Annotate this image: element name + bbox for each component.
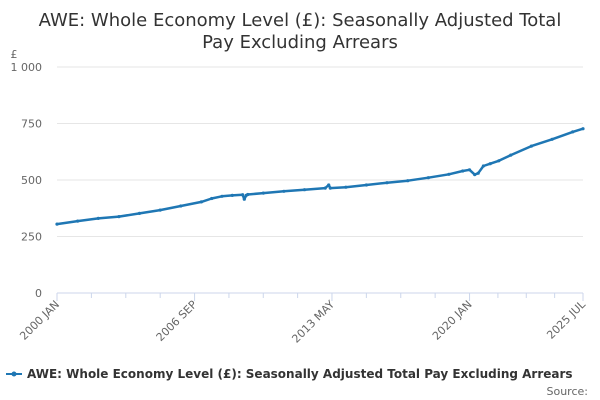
- data-point[interactable]: [76, 219, 80, 223]
- data-point[interactable]: [323, 186, 327, 190]
- data-point[interactable]: [158, 208, 162, 212]
- data-point[interactable]: [241, 193, 245, 197]
- x-tick-label: 2020 JAN: [430, 298, 475, 343]
- data-point[interactable]: [137, 211, 142, 215]
- data-point[interactable]: [230, 193, 234, 197]
- data-point[interactable]: [364, 183, 368, 187]
- x-tick-label: 2000 JAN: [17, 298, 62, 343]
- y-tick-label: 750: [21, 118, 42, 131]
- data-point[interactable]: [328, 186, 332, 190]
- x-tick-label: 2025 JUL: [544, 297, 588, 341]
- data-point[interactable]: [473, 173, 477, 177]
- data-point[interactable]: [220, 194, 224, 198]
- data-point[interactable]: [199, 200, 203, 204]
- data-point[interactable]: [242, 197, 246, 201]
- data-point[interactable]: [55, 222, 59, 226]
- source-label: Source:: [547, 385, 589, 398]
- data-point[interactable]: [246, 192, 250, 197]
- data-point[interactable]: [426, 176, 430, 180]
- y-axis-ticks: 0 250 500 750 1 000: [11, 61, 43, 300]
- y-axis-unit-label: £: [11, 48, 18, 61]
- data-point[interactable]: [385, 181, 389, 185]
- y-tick-label: 1 000: [11, 61, 43, 74]
- data-point[interactable]: [481, 164, 485, 168]
- data-point[interactable]: [571, 130, 575, 134]
- data-point[interactable]: [581, 127, 585, 131]
- x-tick-label: 2013 MAY: [289, 298, 337, 346]
- data-point[interactable]: [261, 191, 265, 195]
- series-line[interactable]: [55, 127, 585, 226]
- data-point[interactable]: [96, 216, 100, 220]
- data-point[interactable]: [529, 144, 534, 148]
- data-point[interactable]: [476, 171, 480, 175]
- legend[interactable]: AWE: Whole Economy Level (£): Seasonally…: [6, 367, 573, 381]
- chart-title-line-1: AWE: Whole Economy Level (£): Seasonally…: [39, 10, 562, 31]
- x-axis-minor-ticks: [90, 293, 556, 298]
- grid: [57, 66, 583, 237]
- data-point[interactable]: [282, 189, 286, 193]
- x-axis-ticks: 2000 JAN 2006 SEP 2013 MAY 2020 JAN 2025 JUL: [17, 293, 589, 346]
- data-point[interactable]: [327, 183, 331, 187]
- series-layer: [55, 127, 585, 226]
- data-point[interactable]: [550, 137, 554, 141]
- y-tick-label: 250: [21, 231, 42, 244]
- data-point[interactable]: [117, 215, 121, 219]
- data-point[interactable]: [497, 159, 501, 163]
- data-point[interactable]: [406, 179, 410, 183]
- chart-title-line-2: Pay Excluding Arrears: [202, 32, 398, 53]
- data-point[interactable]: [210, 196, 214, 201]
- data-point[interactable]: [488, 162, 492, 166]
- data-point[interactable]: [344, 185, 348, 189]
- data-point[interactable]: [461, 169, 465, 173]
- x-tick-label: 2006 SEP: [154, 298, 200, 344]
- data-point[interactable]: [179, 204, 183, 208]
- data-point[interactable]: [467, 168, 472, 172]
- y-tick-label: 500: [21, 174, 42, 187]
- data-point[interactable]: [509, 153, 513, 157]
- legend-label[interactable]: AWE: Whole Economy Level (£): Seasonally…: [27, 367, 573, 381]
- data-point[interactable]: [302, 188, 307, 192]
- y-tick-label: 0: [35, 287, 42, 300]
- legend-marker-icon: [11, 371, 17, 377]
- data-point[interactable]: [447, 172, 451, 176]
